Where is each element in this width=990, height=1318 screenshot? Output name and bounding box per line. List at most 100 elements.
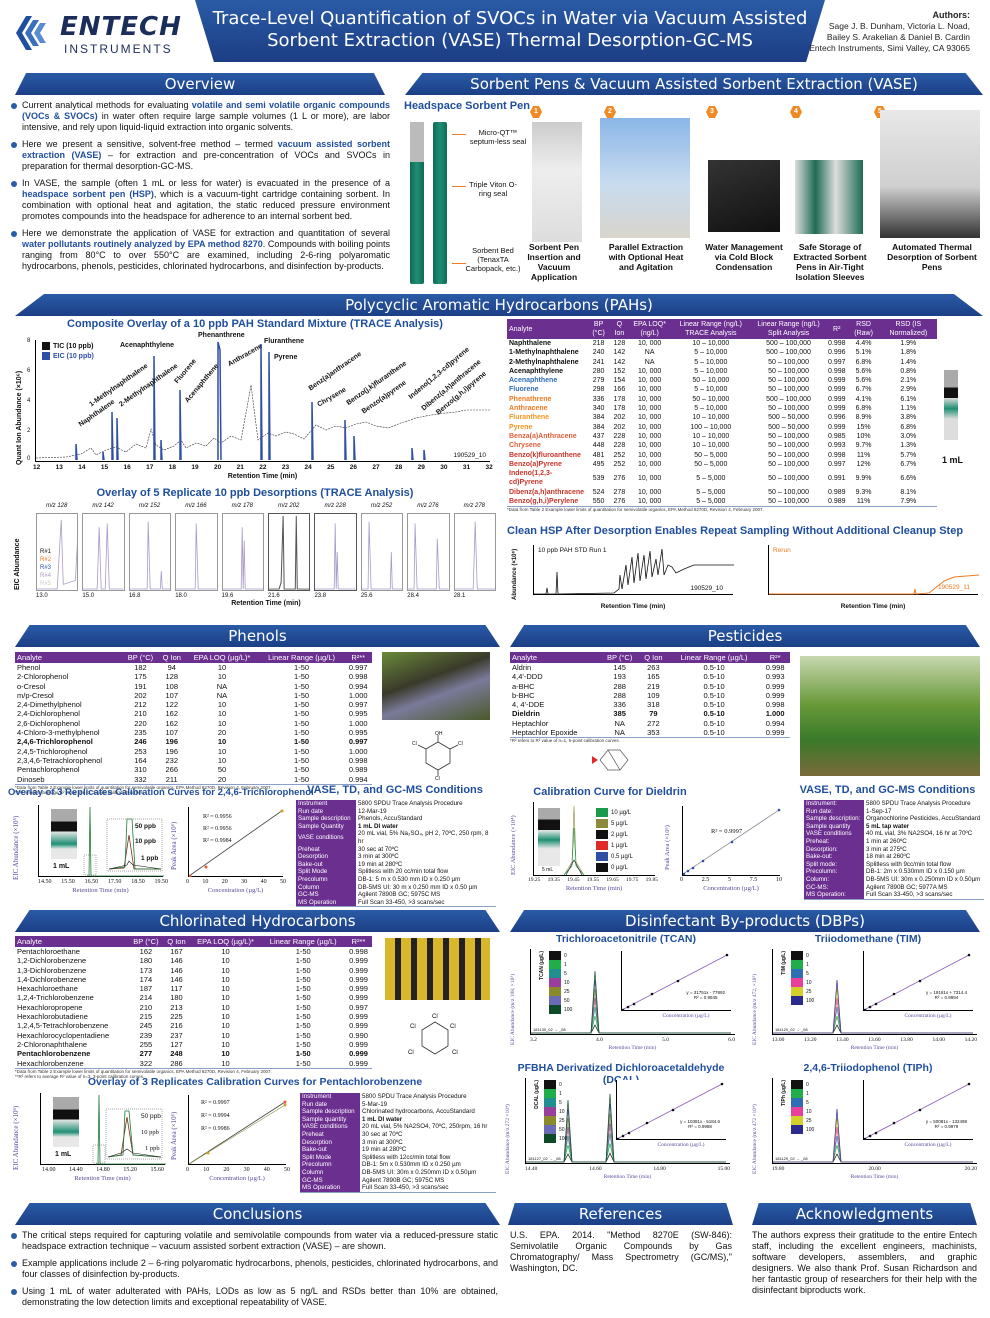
table-cell: 2,4,5-Trichlorophenol: [17, 746, 88, 756]
table-cell: 0.998: [349, 947, 368, 956]
phenols-curve-xlabel: Concentration (µg/L): [207, 887, 264, 894]
table-row: 2,6-Dichlorophenol 220 162 10 1-50 1.000: [15, 719, 372, 728]
condition-row: Run date 12-Mar-19: [296, 807, 496, 816]
table-cell: 437: [592, 432, 605, 440]
table-cell: 50 – 100,000: [768, 377, 809, 385]
legend-item: 100: [549, 1005, 572, 1014]
svg-text:Cl: Cl: [458, 741, 463, 747]
table-row: Pentachlorophenol 310 266 50 1-50 0.989: [15, 765, 372, 774]
table-cell: NA: [216, 681, 228, 691]
pesticides-conditions-table: Instrument: 5800 SPDU Trace Analysis Proc…: [804, 800, 984, 900]
pah-banner: Polycyclic Aromatic Hydrocarbons (PAHs): [15, 294, 983, 316]
table-cell: 0.997: [348, 737, 368, 747]
condition-row: Run date: 1-Sep-17: [804, 807, 984, 816]
table-cell: 0.989: [348, 765, 368, 775]
dieldrin-curve-xlabel: Concentration (µg/L): [703, 885, 759, 892]
table-cell: 0.999: [349, 1012, 368, 1022]
conclusion-bullet: The critical steps required for capturin…: [8, 1230, 498, 1252]
table-cell: 0.997: [348, 663, 368, 672]
table-cell: 340: [592, 405, 605, 413]
table-cell: 0.998: [765, 700, 785, 710]
step-3-label: Water Management via Cold Block Condensa…: [705, 242, 783, 272]
condition-label: MS Operation: [300, 1184, 360, 1193]
dbp-legend-title: TIM (µg/L): [781, 951, 787, 975]
legend-item: 10: [544, 1107, 567, 1116]
table-cell: 5.7%: [900, 451, 917, 459]
table-cell: 2-Chloronaphthalene: [17, 1039, 88, 1049]
replicate-ylabel: EIC Abundance: [14, 538, 21, 590]
condition-value: DB-5MS UI: 30m x 0.250mm ID x 0.50µm: [362, 1168, 477, 1176]
table-row: Fluranthene 384 202 10, 000 10 – 10,000 500 –…: [507, 413, 937, 422]
condition-value: Agilent 7890B GC; 5975C MS: [358, 891, 441, 899]
table-row: 1,2-Dichlorobenzene 180 146 10 1-50 0.999: [15, 956, 372, 965]
dbp-xlabel: Retention Time (min): [608, 1045, 657, 1051]
table-row: 2-Chlorophenol 175 128 10 1-50 0.998: [15, 672, 372, 681]
condition-row: Instrument 5800 SPDU Trace Analysis Proce…: [300, 1093, 496, 1101]
table-cell: 3.0%: [900, 432, 917, 440]
table-cell: 2-Chlorophenol: [17, 672, 69, 682]
table-cell: 152: [613, 367, 626, 375]
dbp-panel-title: Triiodomethane (TIM): [814, 933, 922, 945]
rerun-label: Rerun: [773, 547, 791, 554]
table-cell: 5 – 10,000: [694, 386, 728, 394]
step-1-label: Sorbent Pen Insertion and Vacuum Applica…: [527, 242, 581, 282]
dbp-chromatogram: TCAN (µg/L) 0 1 5 10 25 50 100 y = 31751x - 7789…: [530, 949, 735, 1035]
dbp-xticks: 14.40 14.60 14.80 15.00: [525, 1166, 730, 1172]
condition-value: DB-1: 5 m x 0.530 mm ID x 0.250 µm: [358, 875, 461, 883]
dbp-legend: 0 1 5 10 25 100: [791, 951, 814, 1005]
legend-item: 0 µg/L: [596, 863, 633, 874]
legend-item: 5: [544, 1098, 567, 1107]
condition-value: Full Scan 33-450, >3 scans/sec: [360, 1184, 496, 1193]
table-cell: 0.999: [760, 728, 790, 739]
condition-label: Split Mode: [296, 868, 356, 876]
table-cell: 1.1%: [900, 405, 917, 413]
table-cell: 1-50: [258, 774, 345, 785]
legend-item: 25: [544, 1116, 567, 1125]
condition-value: Full Scan 33-450, >3 scans/sec: [356, 898, 496, 908]
dieldrin-r2: R² = 0.9997: [711, 828, 743, 835]
dbp-chromatogram: DCAL (µg/L) 0 1 5 10 25 50 100 y = 10381x - 5184…: [525, 1078, 730, 1164]
table-cell: 2,4-Dimethylphenol: [17, 700, 82, 710]
phenols-footnote: *Data from Table 2 Example lower limits …: [15, 784, 272, 790]
vial-label: 1 mL: [942, 455, 964, 465]
authors-line-1: Sage J. B. Dunham, Victoria L. Noad,: [828, 21, 970, 31]
table-cell: 6.8%: [855, 405, 872, 413]
table-cell: 202: [613, 423, 626, 431]
table-cell: 10: [217, 700, 227, 710]
table-cell: 500 – 100,000: [766, 395, 811, 403]
table-cell: Indeno(1,2,3-cd)Pyrene: [509, 470, 553, 487]
table-cell: 2.1%: [900, 377, 917, 385]
title-line-2: Sorbent Extraction (VASE) Thermal Desorp…: [267, 30, 753, 51]
table-cell: 1-50: [295, 947, 311, 956]
table-cell: 10, 000: [637, 386, 662, 394]
table-cell: 128: [165, 672, 179, 682]
table-cell: 0.5-10: [703, 709, 725, 719]
chlorinated-curve-ylabel: Peak Area (×10⁶): [170, 1111, 178, 1160]
table-cell: 0.999: [827, 377, 846, 385]
table-row: 1,2,4-Trichlorobenzene 214 180 10 1-50 0.999: [15, 993, 372, 1002]
legend-item: 0.5 µg/L: [596, 852, 633, 863]
legend-item: 10: [791, 978, 814, 987]
table-cell: 6.7%: [900, 460, 917, 468]
legend-item: 1: [549, 960, 572, 969]
replicate-panel: m/z 202 21.6: [268, 503, 311, 599]
callout-line: [452, 134, 466, 135]
table-cell: 0.999: [765, 681, 785, 691]
pah-xlabel: Retention Time (min): [227, 473, 298, 480]
table-cell: 50 – 100,000: [768, 451, 809, 459]
callout-line: [452, 263, 466, 264]
legend-item: 0: [549, 951, 572, 960]
phenols-curve-ylabel: Peak Area (×10⁶): [170, 821, 178, 870]
condition-value: DB-5MS UI: 30m x 0.250mm ID x 0.50µm: [866, 875, 981, 883]
condition-label: MS Operation: [296, 898, 356, 908]
references-banner: References: [508, 1203, 733, 1225]
rerun-chart: Rerun 190529_11: [768, 545, 980, 595]
overview-bullet: Current analytical methods for evaluatin…: [8, 100, 390, 133]
dbp-equation: y = 50081x - 132498 R² = 0.9979: [925, 1119, 967, 1129]
condition-label: Instrument: [300, 1093, 360, 1101]
table-cell: 175: [134, 672, 147, 682]
table-cell: 10, 000: [628, 497, 671, 508]
table-cell: 164: [134, 755, 147, 765]
table-cell: 6.8%: [855, 358, 872, 366]
phenols-chrom-ylabel: EIC Abundance (×10⁵): [12, 815, 20, 880]
